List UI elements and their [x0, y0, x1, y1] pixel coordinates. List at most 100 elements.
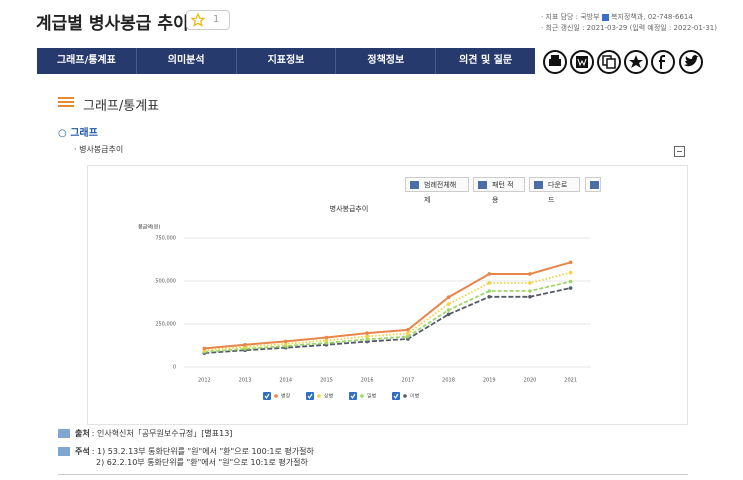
twitter-icon[interactable]	[679, 50, 703, 74]
bookmark-icon[interactable]	[624, 50, 648, 74]
source: 출처: 인사혁신처「공무원보수규정」[별표13]	[75, 428, 232, 439]
legend-marker	[360, 394, 364, 398]
section-heading: 그래프/통계표	[83, 99, 160, 114]
series-line	[204, 287, 571, 354]
source-label: 출처	[75, 429, 90, 438]
x-tick-label: 2019	[483, 378, 496, 384]
point	[406, 331, 410, 336]
chart-panel: 병사봉급추이 봉급액(원) 0 250,000 500,000 750,000 2012…	[87, 165, 688, 425]
tab[interactable]: 의미분석	[137, 48, 237, 74]
info-owner: · 지표 담당 : 국방부	[541, 13, 600, 21]
legend-checkbox[interactable]	[263, 392, 271, 400]
favorite-button[interactable]: 1	[186, 10, 230, 30]
checkmark	[307, 393, 313, 400]
x-tick-label: 2020	[524, 378, 537, 384]
note-line: 주석: 1) 53.2.13부 통화단위를 "원"에서 "환"으로 100:1로…	[75, 446, 314, 457]
x-tick-label: 2013	[239, 378, 252, 384]
y-axis-label: 봉급액(원)	[138, 224, 160, 231]
checkmark	[350, 393, 356, 400]
point	[283, 342, 288, 346]
x-tick-label: 2018	[442, 378, 455, 384]
x-tick-label: 2015	[320, 378, 333, 384]
point	[568, 279, 573, 284]
point	[406, 328, 410, 332]
facebook-icon[interactable]	[651, 50, 675, 74]
dept-icon	[601, 13, 609, 21]
series-line	[204, 280, 571, 353]
x-tick-label: 2021	[564, 378, 577, 384]
point	[528, 272, 532, 276]
point	[243, 342, 247, 347]
point	[406, 334, 410, 339]
point	[365, 337, 369, 342]
source-icon	[58, 429, 70, 438]
point	[202, 346, 207, 351]
point	[365, 331, 369, 335]
note-text: 2) 62.2.10부 통화단위를 "환"에서 "원"으로 10:1로 평가절하	[96, 458, 308, 467]
point	[283, 339, 288, 344]
source-text: : 인사혁신처「공무원보수규정」[별표13]	[91, 429, 233, 438]
tab[interactable]: 의견 및 질문	[459, 55, 513, 66]
legend-checkbox[interactable]	[392, 392, 400, 400]
info-date: · 최근 갱신일 : 2021-03-29 (입력 예정일 : 2022-01-…	[541, 24, 717, 32]
y-tick-label: 250,000	[155, 322, 176, 328]
point	[487, 295, 492, 299]
notes-icon	[58, 447, 70, 456]
x-tick-label: 2016	[361, 378, 374, 384]
y-tick-label: 750,000	[155, 236, 176, 242]
expand-button[interactable]	[585, 177, 601, 192]
point	[324, 335, 329, 340]
point	[568, 260, 573, 265]
point	[487, 281, 492, 285]
legend-label: 이병	[410, 393, 419, 400]
y-tick-label: 0	[173, 365, 176, 371]
tab-bar: 그래프/통계표 의미분석 지표정보 정책정보 의견 및 질문	[37, 48, 535, 74]
series-line	[204, 261, 571, 350]
legend-checkbox[interactable]	[349, 392, 357, 400]
point	[446, 312, 451, 317]
download-button[interactable]: 다운로드	[529, 177, 580, 204]
notes-label: 주석	[75, 447, 90, 456]
point	[446, 302, 451, 306]
tab[interactable]: 정책정보	[336, 48, 437, 74]
pattern-button[interactable]: 패턴 적용	[473, 177, 525, 204]
divider	[58, 474, 688, 475]
point	[324, 338, 329, 343]
legend-marker	[274, 394, 278, 398]
collapse-button[interactable]	[674, 146, 685, 157]
y-tick-label: 500,000	[155, 279, 176, 285]
point	[568, 286, 573, 290]
x-tick-label: 2014	[279, 378, 292, 384]
legend-label: 병장	[281, 393, 291, 400]
section-icon	[58, 97, 74, 109]
point	[487, 289, 492, 293]
note-text: : 1) 53.2.13부 통화단위를 "원"에서 "환"으로 100:1로 평…	[91, 447, 314, 456]
point	[446, 295, 451, 300]
info-line: · 지표 담당 : 국방부 복지정책과, 02-748-6614	[541, 12, 693, 22]
star-icon	[191, 13, 205, 27]
checkmark	[264, 393, 270, 400]
legend-marker	[317, 394, 321, 398]
legend-checkbox[interactable]	[306, 392, 314, 400]
legend-label: 상병	[324, 393, 333, 400]
tab[interactable]: 지표정보	[237, 48, 337, 74]
print-icon[interactable]	[543, 50, 567, 74]
share-icons	[543, 50, 703, 74]
chart-name: · 병사봉급추이	[74, 145, 124, 154]
point	[487, 272, 492, 276]
legend-marker	[403, 394, 407, 398]
copy-icon[interactable]	[597, 50, 621, 74]
x-tick-label: 2017	[401, 378, 414, 384]
x-tick-label: 2012	[198, 378, 211, 384]
point	[446, 308, 451, 312]
point	[528, 281, 532, 285]
tab[interactable]: 그래프/통계표	[37, 48, 137, 74]
word-icon[interactable]	[570, 50, 594, 74]
point	[568, 270, 573, 275]
checkmark	[393, 393, 399, 400]
chart: 병사봉급추이 봉급액(원) 0 250,000 500,000 750,000 2012…	[138, 204, 591, 400]
legend-toggle-button[interactable]: 범례전체해제	[405, 177, 469, 204]
page-title: 계급별 병사봉급 추이	[36, 14, 189, 34]
point	[528, 295, 532, 299]
